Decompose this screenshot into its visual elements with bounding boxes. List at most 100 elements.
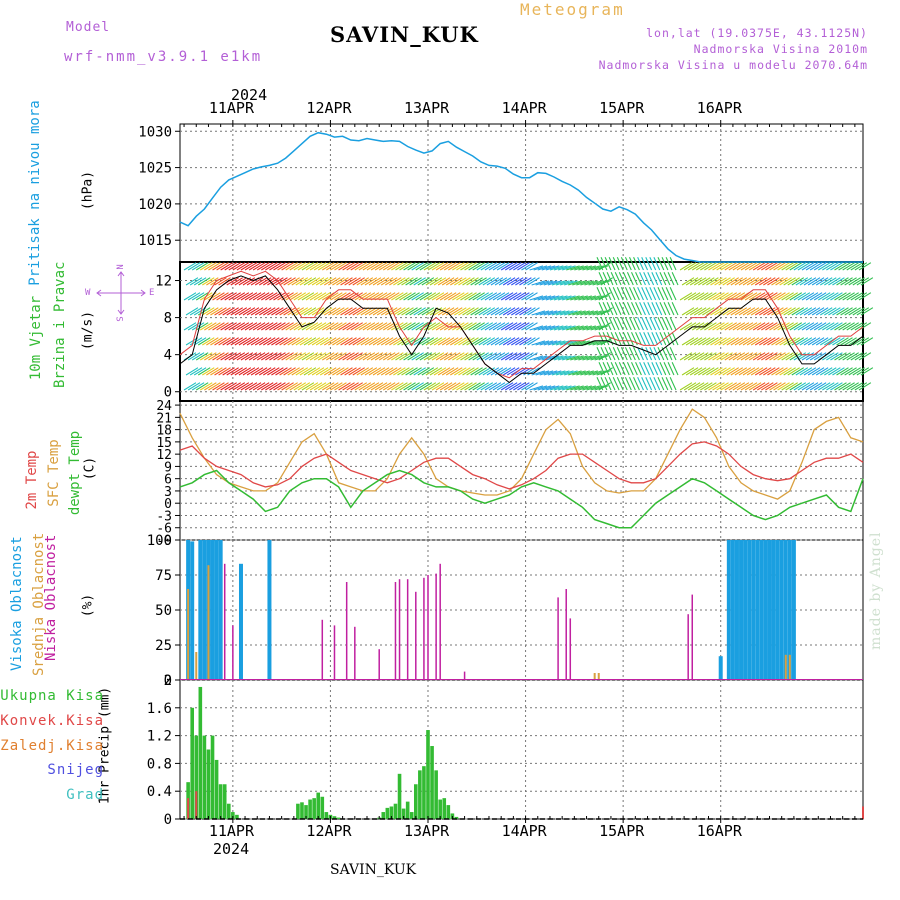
wind-arrow bbox=[407, 322, 420, 331]
wind-arrow bbox=[570, 355, 584, 361]
wind-arrow bbox=[787, 307, 800, 316]
wind-arrow bbox=[521, 262, 534, 271]
wind-arrow bbox=[791, 307, 805, 316]
wind-arrow bbox=[801, 262, 815, 271]
wind-arrow bbox=[529, 295, 544, 301]
wind-arrow bbox=[415, 382, 429, 391]
wind-arrow bbox=[775, 367, 788, 376]
wind-arrow bbox=[195, 322, 209, 331]
wind-arrow bbox=[639, 332, 646, 346]
wind-arrow bbox=[452, 352, 465, 361]
wind-arrow bbox=[328, 337, 341, 346]
wind-arrow bbox=[488, 292, 502, 301]
wind-arrow bbox=[582, 355, 597, 361]
cloud-bar bbox=[726, 540, 731, 680]
wind-arrow bbox=[281, 382, 294, 391]
wind-arrow bbox=[616, 287, 624, 301]
wind-arrow bbox=[826, 352, 839, 361]
station-title: SAVIN_KUK bbox=[330, 22, 479, 47]
wind-arrow bbox=[267, 367, 280, 376]
wind-arrow bbox=[269, 382, 282, 391]
wind-arrow bbox=[529, 355, 544, 361]
y-tick-label: 12 bbox=[156, 448, 172, 463]
wind-arrow bbox=[803, 307, 817, 316]
wind-arrow bbox=[234, 367, 248, 376]
y-tick-label: 0 bbox=[164, 385, 172, 401]
wind-arrow bbox=[586, 355, 601, 361]
wind-arrow bbox=[482, 307, 496, 316]
wind-arrow bbox=[431, 292, 445, 301]
wind-arrow bbox=[417, 367, 431, 376]
wind-arrow bbox=[531, 340, 546, 346]
wind-arrow bbox=[258, 337, 272, 346]
wind-arrow bbox=[551, 340, 566, 346]
wind-arrow bbox=[620, 317, 628, 331]
legend-hail: Grad bbox=[66, 787, 104, 803]
wind-arrow bbox=[637, 287, 644, 301]
wind-arrow bbox=[311, 277, 325, 286]
wind-arrow bbox=[598, 272, 606, 286]
wind-arrow bbox=[736, 262, 750, 271]
wind-arrow bbox=[322, 352, 335, 361]
wind-arrow bbox=[763, 277, 776, 286]
wind-arrow bbox=[714, 337, 727, 346]
wind-arrow bbox=[663, 302, 671, 316]
wind-arrow bbox=[407, 292, 420, 301]
wind-arrow bbox=[687, 382, 701, 391]
wind-arrow bbox=[350, 322, 363, 331]
model-label: Model bbox=[66, 20, 111, 35]
wind-arrow bbox=[476, 292, 490, 301]
wind-arrow bbox=[356, 307, 370, 316]
wind-arrow bbox=[287, 277, 300, 286]
wind-arrow bbox=[580, 310, 594, 316]
wind-arrow bbox=[700, 262, 713, 271]
y-tick-label: 1015 bbox=[138, 233, 172, 249]
wind-arrow bbox=[346, 262, 359, 271]
wind-arrow bbox=[608, 287, 616, 301]
wind-arrow bbox=[415, 352, 429, 361]
wind-arrow bbox=[724, 262, 737, 271]
wind-arrow bbox=[232, 322, 246, 331]
wind-arrow bbox=[228, 322, 242, 331]
y-tick-label: 18 bbox=[156, 424, 172, 439]
wind-arrow bbox=[372, 367, 386, 376]
wind-arrow bbox=[553, 325, 568, 331]
precip-bar bbox=[324, 812, 329, 819]
wind-arrow bbox=[730, 367, 744, 376]
wind-arrow bbox=[269, 292, 282, 301]
wind-arrow bbox=[419, 382, 433, 391]
wind-arrow bbox=[336, 337, 349, 346]
wind-arrow bbox=[500, 292, 514, 301]
precip-bar bbox=[442, 798, 447, 819]
wind-arrow bbox=[535, 370, 550, 376]
wind-arrow bbox=[234, 277, 248, 286]
wind-arrow bbox=[547, 340, 562, 346]
wind-arrow bbox=[679, 262, 693, 271]
y-tick-label: 0 bbox=[164, 673, 172, 689]
wind-arrow bbox=[742, 337, 756, 346]
wind-arrow bbox=[566, 355, 580, 361]
wind-arrow bbox=[358, 292, 372, 301]
cloud-bar bbox=[747, 540, 752, 680]
wind-arrow bbox=[252, 292, 266, 301]
wind-arrow bbox=[639, 272, 646, 286]
wind-arrow bbox=[256, 382, 270, 391]
cloud-bar bbox=[354, 626, 356, 680]
wind-arrow bbox=[307, 277, 321, 286]
wind-arrow bbox=[746, 307, 760, 316]
wind-arrow bbox=[397, 307, 410, 316]
wind-arrow bbox=[856, 337, 870, 346]
wind-arrow bbox=[200, 322, 213, 331]
wind-arrow bbox=[740, 322, 754, 331]
wind-arrow bbox=[204, 322, 217, 331]
wind-arrow bbox=[346, 352, 359, 361]
cloud-bar bbox=[210, 540, 215, 680]
wind-arrow bbox=[350, 262, 363, 271]
wind-arrow bbox=[535, 340, 550, 346]
wind-arrow bbox=[553, 295, 568, 301]
y-tick-label: 6 bbox=[164, 473, 172, 488]
wind-arrow bbox=[439, 262, 453, 271]
precip-bar bbox=[397, 773, 402, 819]
wind-arrow bbox=[218, 367, 231, 376]
wind-arrow bbox=[846, 352, 859, 361]
